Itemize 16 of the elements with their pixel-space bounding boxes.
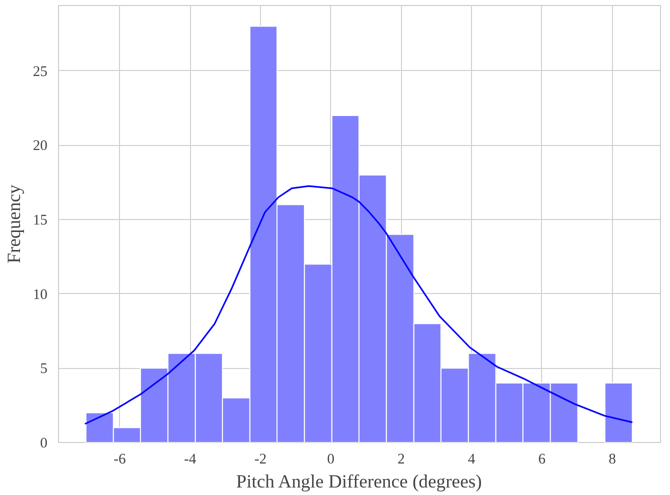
x-tick-label: 4 [468, 452, 476, 468]
x-tick-label: 0 [327, 452, 334, 468]
x-tick-label: -2 [254, 452, 267, 468]
x-tick-label: -6 [114, 452, 126, 468]
x-tick-label: -4 [184, 452, 197, 468]
y-tick-label: 5 [40, 361, 48, 378]
x-axis-title: Pitch Angle Difference (degrees) [236, 472, 482, 492]
y-tick-label: 25 [32, 64, 48, 80]
x-tick-label: 8 [608, 452, 616, 468]
y-tick-label: 15 [32, 212, 48, 229]
y-tick-label: 20 [32, 138, 48, 154]
x-tick-label: 2 [398, 452, 405, 468]
y-tick-label: 0 [40, 436, 48, 452]
x-tick-label: 6 [538, 452, 546, 468]
y-axis-title: Frequency [4, 184, 25, 264]
y-tick-label: 10 [32, 286, 48, 303]
